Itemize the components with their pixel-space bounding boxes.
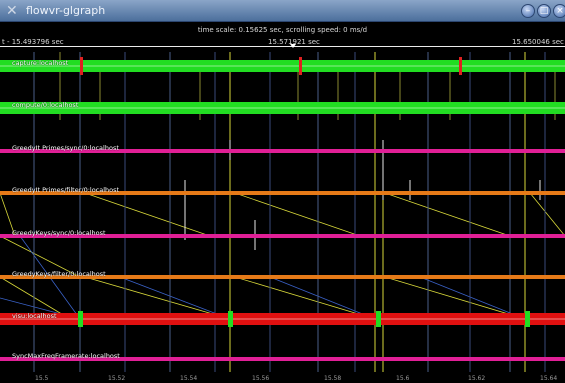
track-label: GreedyIt Primes/sync/0:localhost — [12, 144, 119, 152]
capture-blip — [80, 57, 83, 75]
connector-line — [384, 192, 511, 237]
track-label: capture:localhost — [12, 59, 69, 67]
track-bar[interactable] — [0, 275, 565, 279]
axis-tick-label: 15.6 — [396, 375, 410, 382]
trace-canvas[interactable] — [0, 47, 565, 383]
time-center-label: 15.571921 sec — [268, 38, 320, 46]
track-bar[interactable] — [0, 313, 565, 325]
track-highlight — [0, 318, 565, 320]
connector-line — [0, 192, 16, 237]
track-label: visu:localhost — [12, 312, 57, 320]
frame-blip — [525, 311, 530, 327]
track-label: compute/0:localhost — [12, 101, 79, 109]
time-left-label: t - 15.493796 sec — [2, 38, 64, 46]
connector-line — [0, 235, 81, 278]
time-right-label: 15.650046 sec — [512, 38, 564, 46]
connector-line — [529, 192, 565, 237]
connector-line — [119, 276, 231, 320]
window-title: flowvr-glgraph — [26, 4, 106, 17]
minimize-button[interactable]: – — [521, 4, 535, 18]
track-bar[interactable] — [0, 357, 565, 361]
track-bar[interactable] — [0, 102, 565, 114]
x-logo-icon: ✕ — [6, 3, 18, 19]
time-ruler — [0, 46, 565, 47]
axis-tick-label: 15.56 — [252, 375, 270, 382]
track-bar[interactable] — [0, 60, 565, 72]
connector-line — [384, 276, 526, 320]
connector-line — [234, 276, 376, 320]
connector-line — [419, 276, 526, 320]
track-label: GreedyKeys/filter/0:localhost — [12, 270, 106, 278]
capture-blip — [459, 57, 462, 75]
track-label: GreedyKeys/sync/0:localhost — [12, 229, 106, 237]
connector-line — [0, 276, 71, 320]
track-label: SyncMaxFreqFramerate:localhost — [12, 352, 120, 360]
connector-line — [84, 192, 211, 237]
track-highlight — [0, 107, 565, 109]
track-bar[interactable] — [0, 234, 565, 238]
capture-blip — [299, 57, 302, 75]
window-titlebar[interactable]: ✕ flowvr-glgraph – □ × — [0, 0, 565, 22]
frame-blip — [228, 311, 233, 327]
frame-blip — [78, 311, 83, 327]
timescale-info: time scale: 0.15625 sec, scrolling speed… — [197, 26, 368, 34]
axis-tick-label: 15.54 — [180, 375, 198, 382]
connector-line — [269, 276, 376, 320]
track-highlight — [0, 65, 565, 67]
axis-tick-label: 15.5 — [35, 375, 49, 382]
cursor-pointer-icon — [290, 44, 296, 48]
track-label: GreedyIt Primes/filter/0:localhost — [12, 186, 120, 194]
frame-blip — [376, 311, 381, 327]
track-bar[interactable] — [0, 149, 565, 153]
close-button[interactable]: × — [553, 4, 565, 18]
maximize-button[interactable]: □ — [537, 4, 551, 18]
axis-tick-label: 15.58 — [324, 375, 342, 382]
axis-tick-label: 15.64 — [540, 375, 558, 382]
track-bar[interactable] — [0, 191, 565, 195]
axis-tick-label: 15.52 — [108, 375, 126, 382]
connector-line — [84, 276, 231, 320]
axis-tick-label: 15.62 — [468, 375, 486, 382]
connector-line — [234, 192, 361, 237]
